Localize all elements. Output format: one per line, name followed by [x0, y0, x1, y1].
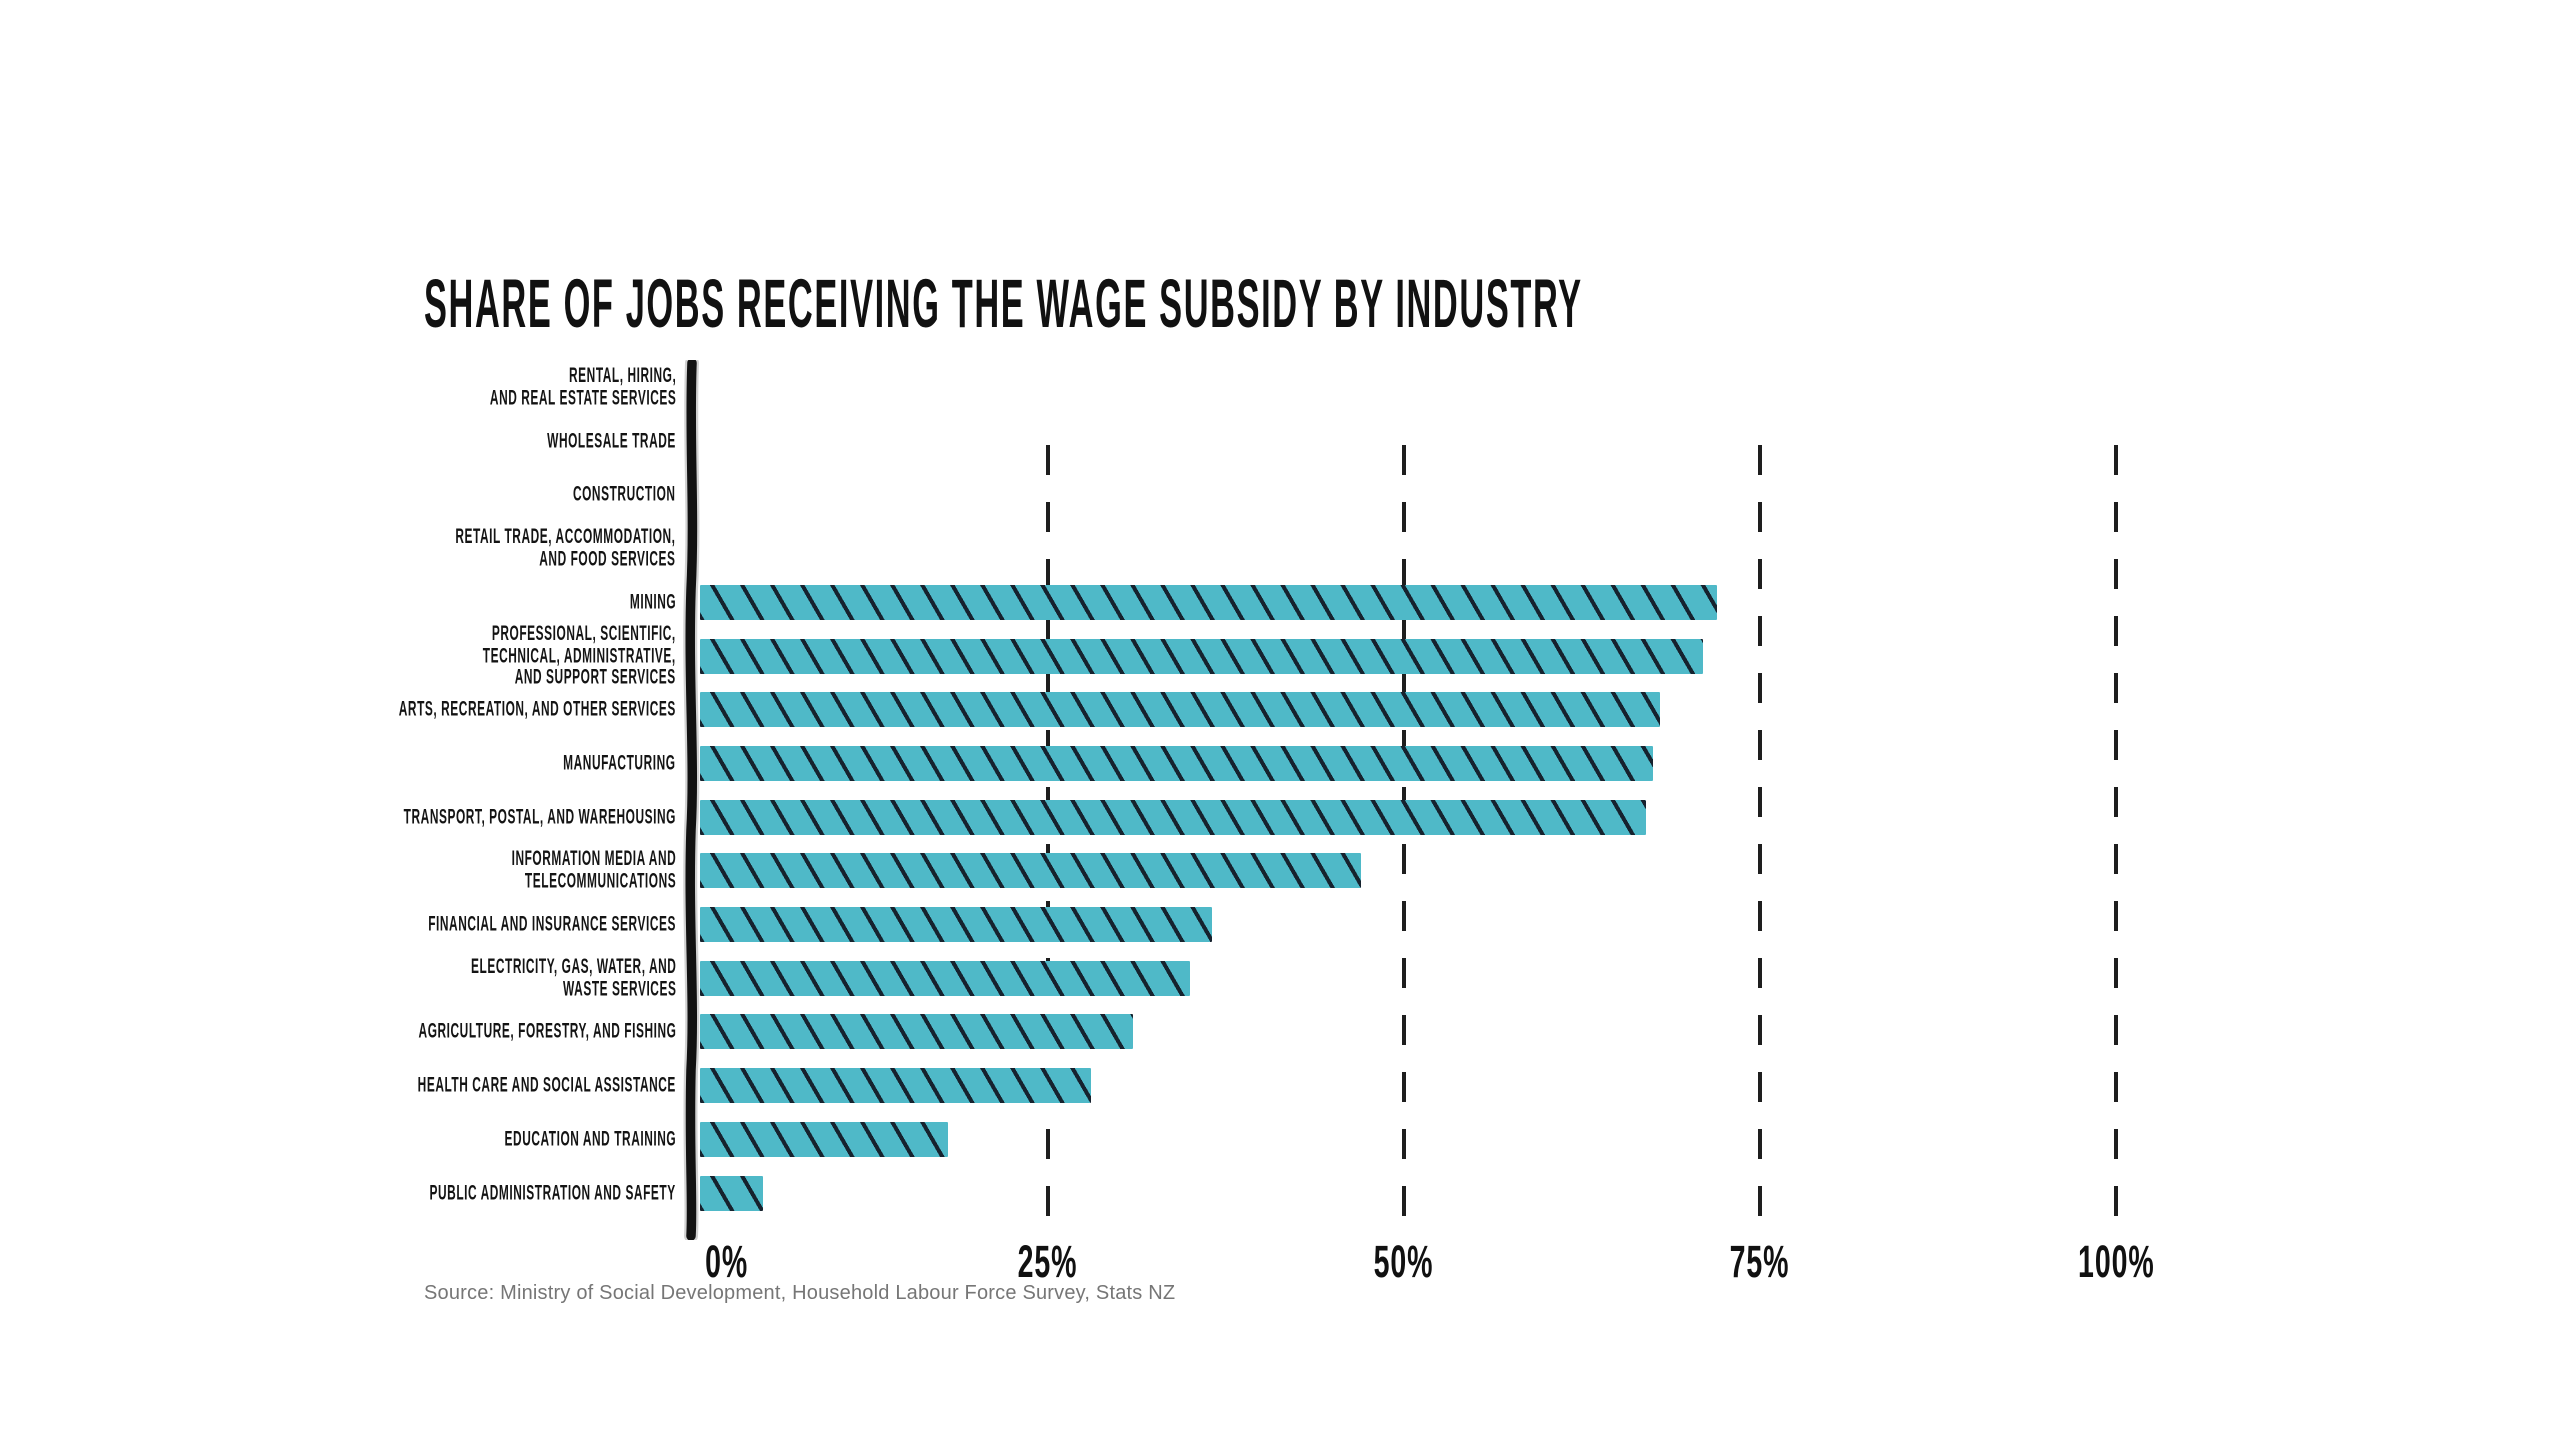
category-label: EDUCATION AND TRAINING	[0, 1126, 676, 1150]
bar-health-care-and-social-assistance	[700, 1067, 1091, 1103]
chart-row: WHOLESALE TRADE	[0, 414, 2560, 468]
category-label: MINING	[0, 589, 676, 613]
category-label-text: CONSTRUCTION	[573, 481, 676, 505]
x-axis-tick-label-75: 75%	[1690, 1238, 1830, 1288]
bar-arts-recreation-and-other-services	[700, 691, 1660, 727]
gridline-100	[2114, 445, 2118, 1225]
category-label-text: INFORMATION MEDIA AND TELECOMMUNICATIONS	[511, 846, 676, 892]
category-label-text: RENTAL, HIRING, AND REAL ESTATE SERVICES	[489, 363, 676, 409]
x-axis-tick-text: 100%	[2077, 1238, 2155, 1288]
x-axis-tick-label-50: 50%	[1334, 1238, 1474, 1288]
chart-row: TRANSPORT, POSTAL, AND WAREHOUSING	[0, 790, 2560, 844]
gridline-75	[1758, 445, 1762, 1225]
x-axis-tick-label-25: 25%	[978, 1238, 1118, 1288]
chart-row: AGRICULTURE, FORESTRY, AND FISHING	[0, 1004, 2560, 1058]
category-label: INFORMATION MEDIA AND TELECOMMUNICATIONS	[0, 847, 676, 891]
category-label: PROFESSIONAL, SCIENTIFIC, TECHNICAL, ADM…	[0, 622, 676, 687]
chart-row: EDUCATION AND TRAINING	[0, 1112, 2560, 1166]
chart-row: CONSTRUCTION	[0, 467, 2560, 521]
bar-mining	[700, 584, 1717, 620]
chart-row: ARTS, RECREATION, AND OTHER SERVICES	[0, 682, 2560, 736]
category-label: ELECTRICITY, GAS, WATER, AND WASTE SERVI…	[0, 955, 676, 999]
bar-information-media-and-telecommunications	[700, 852, 1361, 888]
bar-education-and-training	[700, 1121, 948, 1157]
category-label: WHOLESALE TRADE	[0, 428, 676, 452]
x-axis-tick-text: 25%	[1018, 1238, 1078, 1288]
category-label: FINANCIAL AND INSURANCE SERVICES	[0, 911, 676, 935]
category-label: TRANSPORT, POSTAL, AND WAREHOUSING	[0, 804, 676, 828]
chart-row: HEALTH CARE AND SOCIAL ASSISTANCE	[0, 1058, 2560, 1112]
category-label-text: PUBLIC ADMINISTRATION AND SAFETY	[429, 1180, 676, 1204]
x-axis-tick-label-100: 100%	[2046, 1238, 2186, 1288]
chart-title: SHARE OF JOBS RECEIVING THE WAGE SUBSIDY…	[424, 266, 1583, 343]
chart-row: PUBLIC ADMINISTRATION AND SAFETY	[0, 1166, 2560, 1220]
category-label-text: FINANCIAL AND INSURANCE SERVICES	[428, 911, 676, 935]
category-label-text: WHOLESALE TRADE	[547, 428, 676, 452]
y-axis-line	[683, 360, 700, 1240]
category-label-text: ARTS, RECREATION, AND OTHER SERVICES	[398, 696, 676, 720]
category-label-text: HEALTH CARE AND SOCIAL ASSISTANCE	[417, 1072, 676, 1096]
bar-transport-postal-and-warehousing	[700, 799, 1646, 835]
category-label-text: MINING	[629, 589, 676, 613]
category-label: CONSTRUCTION	[0, 481, 676, 505]
chart-row: INFORMATION MEDIA AND TELECOMMUNICATIONS	[0, 843, 2560, 897]
category-label-text: TRANSPORT, POSTAL, AND WAREHOUSING	[403, 804, 676, 828]
chart-row: MANUFACTURING	[0, 736, 2560, 790]
bar-professional-scientific-technical-administrative-and-support-services	[700, 638, 1703, 674]
chart-row: RENTAL, HIRING, AND REAL ESTATE SERVICES	[0, 360, 2560, 414]
category-label-text: AGRICULTURE, FORESTRY, AND FISHING	[418, 1018, 676, 1042]
x-axis-tick-label-0: 0%	[657, 1238, 797, 1288]
x-axis-tick-text: 75%	[1730, 1238, 1790, 1288]
category-label-text: ELECTRICITY, GAS, WATER, AND WASTE SERVI…	[470, 954, 676, 1000]
bar-public-administration-and-safety	[700, 1175, 763, 1211]
category-label: RENTAL, HIRING, AND REAL ESTATE SERVICES	[0, 364, 676, 408]
source-note: Source: Ministry of Social Development, …	[424, 1282, 1176, 1304]
chart-plot-area: RENTAL, HIRING, AND REAL ESTATE SERVICES…	[0, 360, 2560, 1360]
chart-row: FINANCIAL AND INSURANCE SERVICES	[0, 897, 2560, 951]
x-axis-tick-text: 50%	[1374, 1238, 1434, 1288]
category-label-text: PROFESSIONAL, SCIENTIFIC, TECHNICAL, ADM…	[482, 621, 676, 689]
category-label: AGRICULTURE, FORESTRY, AND FISHING	[0, 1018, 676, 1042]
x-axis-tick-text: 0%	[705, 1238, 749, 1288]
category-label: RETAIL TRADE, ACCOMMODATION, AND FOOD SE…	[0, 525, 676, 569]
chart-row: MINING	[0, 575, 2560, 629]
category-label: HEALTH CARE AND SOCIAL ASSISTANCE	[0, 1072, 676, 1096]
bar-agriculture-forestry-and-fishing	[700, 1013, 1133, 1049]
category-label-text: EDUCATION AND TRAINING	[504, 1126, 676, 1150]
category-label: MANUFACTURING	[0, 750, 676, 774]
bar-financial-and-insurance-services	[700, 906, 1212, 942]
gridline-50	[1402, 445, 1406, 1225]
bar-electricity-gas-water-and-waste-services	[700, 960, 1190, 996]
chart-row: PROFESSIONAL, SCIENTIFIC, TECHNICAL, ADM…	[0, 622, 2560, 688]
gridline-25	[1046, 445, 1050, 1225]
category-label-text: RETAIL TRADE, ACCOMMODATION, AND FOOD SE…	[455, 524, 676, 570]
category-label: ARTS, RECREATION, AND OTHER SERVICES	[0, 696, 676, 720]
category-label-text: MANUFACTURING	[563, 750, 676, 774]
category-label: PUBLIC ADMINISTRATION AND SAFETY	[0, 1180, 676, 1204]
bar-manufacturing	[700, 745, 1653, 781]
chart-row: ELECTRICITY, GAS, WATER, AND WASTE SERVI…	[0, 951, 2560, 1005]
chart-row: RETAIL TRADE, ACCOMMODATION, AND FOOD SE…	[0, 521, 2560, 575]
